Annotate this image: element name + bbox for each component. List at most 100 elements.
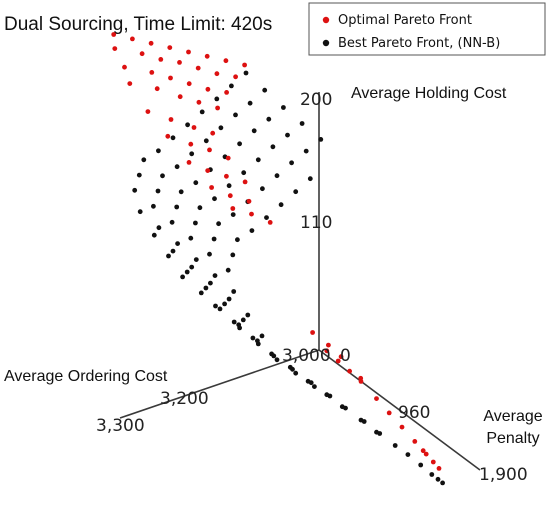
- best-front-point: [199, 109, 205, 115]
- legend-label-best: Best Pareto Front, (NN-B): [338, 36, 500, 51]
- best-front-point: [247, 100, 253, 106]
- optimal-front-point: [347, 368, 352, 374]
- y-axis-label-line-1: Average: [483, 408, 542, 425]
- best-front-point: [358, 417, 364, 423]
- best-front-point: [255, 157, 261, 163]
- legend-marker-best: [322, 39, 330, 47]
- best-front-point: [156, 148, 161, 154]
- best-front-point: [188, 235, 194, 241]
- best-front-point: [170, 135, 176, 141]
- best-front-point: [203, 285, 209, 291]
- optimal-front-point: [154, 86, 160, 92]
- best-front-point: [262, 87, 268, 93]
- best-front-point: [169, 219, 175, 225]
- x-tick-label: 3,300: [96, 416, 145, 436]
- best-front-point: [189, 264, 195, 270]
- best-front-point: [264, 215, 269, 221]
- best-front-point: [318, 137, 324, 142]
- best-front-point: [136, 172, 142, 178]
- optimal-front-point: [249, 211, 254, 217]
- y-tick-label: 960: [398, 403, 430, 423]
- best-front-point: [185, 122, 191, 128]
- best-front-point: [266, 116, 272, 122]
- optimal-front-point: [233, 74, 239, 80]
- legend-box: [308, 2, 546, 56]
- best-front-point: [160, 173, 165, 179]
- optimal-front-point: [420, 448, 426, 454]
- optimal-front-point: [324, 348, 330, 354]
- best-front-point: [230, 252, 236, 258]
- optimal-front-point: [130, 36, 135, 42]
- optimal-front-point: [205, 168, 211, 174]
- best-front-point: [274, 357, 280, 363]
- best-front-point: [137, 209, 143, 215]
- best-front-point: [290, 366, 295, 372]
- optimal-front-point: [423, 451, 429, 457]
- optimal-front-point: [210, 130, 216, 136]
- best-front-point: [418, 462, 424, 468]
- y-axis-line: [318, 349, 481, 471]
- optimal-front-point: [310, 330, 315, 335]
- optimal-front-point: [139, 51, 145, 57]
- best-front-point: [226, 183, 232, 189]
- optimal-front-point: [209, 185, 215, 190]
- best-front-point: [174, 204, 180, 210]
- optimal-front-point: [214, 71, 220, 77]
- best-front-point: [405, 452, 411, 457]
- best-front-point: [174, 164, 180, 170]
- best-front-point: [299, 121, 305, 126]
- best-front-point: [440, 480, 445, 486]
- optimal-front-point: [177, 60, 182, 65]
- x-tick-label: 3,000: [282, 346, 331, 366]
- optimal-front-point: [111, 32, 117, 37]
- optimal-front-point: [186, 81, 192, 87]
- optimal-front-point: [188, 141, 194, 147]
- optimal-front-point: [386, 410, 392, 416]
- best-front-point: [193, 220, 198, 226]
- best-front-point: [229, 83, 234, 89]
- best-front-point: [180, 274, 186, 280]
- best-front-point: [237, 141, 243, 147]
- best-front-point: [240, 317, 246, 323]
- best-front-point: [429, 472, 435, 477]
- best-front-point: [178, 189, 184, 195]
- optimal-front-point: [225, 155, 231, 161]
- best-front-point: [211, 236, 217, 242]
- optimal-front-point: [326, 342, 331, 348]
- best-front-point: [274, 173, 280, 179]
- best-front-point: [197, 205, 203, 211]
- best-front-point: [281, 105, 286, 110]
- optimal-front-point: [338, 354, 344, 360]
- z-tick-label: 200: [300, 90, 332, 110]
- best-front-point: [233, 112, 238, 118]
- optimal-front-point: [168, 75, 173, 81]
- best-front-point: [270, 144, 276, 150]
- best-front-point: [225, 267, 231, 273]
- optimal-front-point: [186, 160, 192, 165]
- optimal-front-point: [204, 53, 210, 59]
- best-front-point: [251, 128, 257, 134]
- best-front-point: [392, 443, 398, 448]
- y-tick-label: 0: [340, 346, 351, 366]
- best-front-point: [203, 138, 209, 144]
- best-front-point: [293, 370, 299, 376]
- z-tick-label: 110: [300, 213, 332, 233]
- best-front-point: [184, 269, 190, 275]
- optimal-front-point: [207, 147, 212, 153]
- best-front-point: [132, 187, 138, 193]
- best-front-point: [245, 312, 251, 318]
- optimal-front-point: [158, 57, 164, 62]
- optimal-front-point: [122, 64, 127, 70]
- optimal-front-point: [399, 424, 405, 430]
- optimal-front-point: [168, 117, 174, 122]
- y-tick-label: 1,900: [479, 465, 528, 485]
- legend: Optimal Pareto Front Best Pareto Front, …: [308, 2, 546, 56]
- best-front-point: [141, 157, 147, 163]
- best-front-point: [289, 160, 294, 166]
- best-front-point: [237, 325, 243, 331]
- best-front-point: [250, 335, 256, 341]
- best-front-point: [175, 241, 181, 247]
- best-front-point: [235, 237, 240, 243]
- best-front-point: [241, 170, 247, 176]
- best-front-point: [212, 196, 217, 202]
